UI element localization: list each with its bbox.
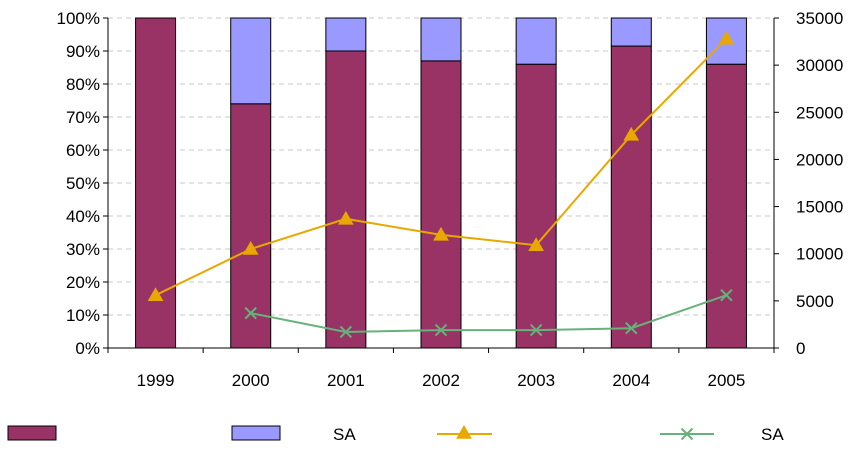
series-point-2 (625, 321, 638, 335)
right-tick-label: 5000 (796, 292, 834, 311)
series-point-1 (337, 210, 354, 225)
bar-segment-1 (325, 50, 367, 349)
series-point-2 (434, 323, 448, 337)
x-tick-label: 2003 (517, 371, 555, 390)
right-tick-label: 20000 (796, 150, 843, 169)
left-tick-label: 70% (66, 108, 100, 127)
series-point-1 (528, 237, 545, 251)
x-tick-label: 2002 (422, 371, 460, 390)
bars (135, 17, 747, 349)
bar-segment-2 (610, 17, 652, 47)
right-tick-label: 10000 (796, 245, 843, 264)
right-tick-label: 0 (796, 339, 805, 358)
legend-marker-line-2 (680, 427, 694, 441)
left-tick-label: 0% (75, 339, 100, 358)
left-tick-label: 20% (66, 273, 100, 292)
bar-segment-1 (705, 63, 747, 349)
series-line-2 (250, 294, 727, 333)
legend-swatch-bar-2 (231, 425, 281, 441)
legend-marker-line-1 (456, 424, 472, 439)
axis-ticks: 0% 10% 20% 30% 40% 50% 60% 70% 80% 90% 100% 0 5000 10… (57, 9, 844, 390)
x-tick-label: 2004 (612, 371, 650, 390)
series-point-1 (718, 30, 735, 45)
left-tick-label: 90% (66, 42, 100, 61)
series-point-2 (244, 306, 257, 320)
line-series (147, 30, 735, 339)
series-point-1 (242, 240, 259, 255)
bar-segment-1 (420, 60, 462, 349)
left-tick-label: 100% (57, 9, 100, 28)
x-tick-label: 2001 (327, 371, 365, 390)
left-tick-label: 10% (66, 306, 100, 325)
series-point-2 (529, 323, 543, 337)
legend-label-line-2: SA (761, 425, 784, 444)
series-point-1 (433, 226, 449, 241)
series-point-2 (339, 325, 353, 339)
x-tick-label: 2005 (708, 371, 746, 390)
right-tick-label: 25000 (796, 103, 843, 122)
left-tick-label: 60% (66, 141, 100, 160)
left-tick-label: 80% (66, 75, 100, 94)
bar-segment-2 (230, 17, 272, 105)
left-tick-label: 30% (66, 240, 100, 259)
bar-segment-1 (515, 63, 557, 349)
series-point-1 (623, 126, 640, 141)
x-tick-label: 2000 (232, 371, 270, 390)
x-tick-label: 1999 (137, 371, 175, 390)
right-tick-label: 15000 (796, 198, 843, 217)
bar-segment-2 (515, 17, 557, 65)
left-tick-label: 50% (66, 174, 100, 193)
bar-segment-2 (420, 17, 462, 62)
legend: SA SA (7, 424, 784, 444)
right-tick-label: 30000 (796, 56, 843, 75)
bar-segment-1 (230, 103, 272, 349)
legend-label-bar-2: SA (333, 425, 356, 444)
series-point-2 (720, 288, 733, 302)
bar-segment-2 (325, 17, 367, 52)
right-tick-label: 35000 (796, 9, 843, 28)
series-point-1 (147, 287, 164, 301)
bar-segment-1 (610, 45, 652, 349)
legend-swatch-bar-1 (7, 425, 57, 441)
left-tick-label: 40% (66, 207, 100, 226)
